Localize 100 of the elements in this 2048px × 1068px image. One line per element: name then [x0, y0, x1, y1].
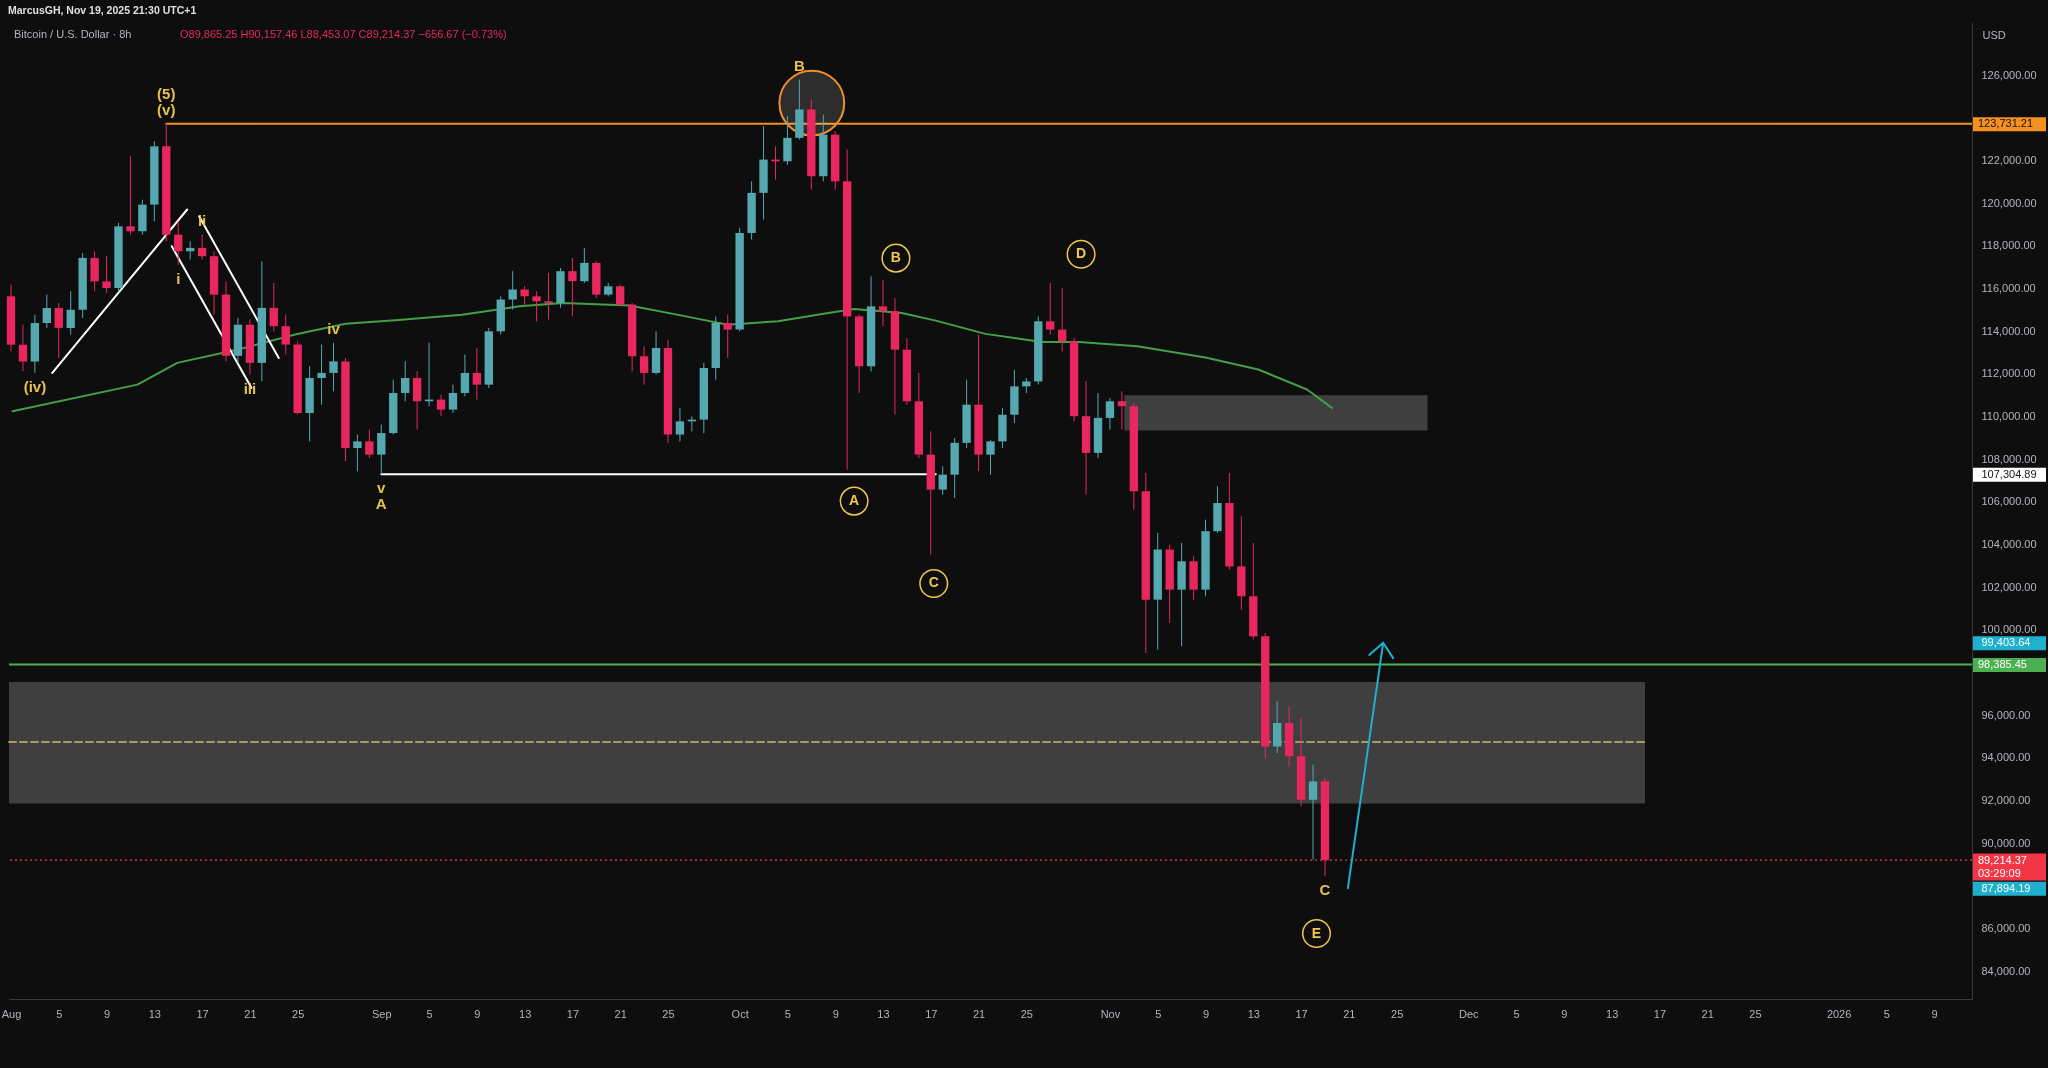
annotation: A [375, 495, 387, 513]
candlestick [365, 429, 374, 459]
candlestick [1308, 764, 1318, 861]
x-tick-label: 5 [1883, 1007, 1890, 1020]
data-label: 123,731.21 [1978, 117, 2034, 130]
x-tick-label: Sep [372, 1007, 392, 1020]
x-tick-label: 5 [56, 1007, 63, 1020]
x-tick-label: Oct [731, 1007, 749, 1020]
x-tick-label: 17 [1295, 1007, 1308, 1020]
series-label: D [1076, 245, 1087, 262]
x-tick-label: 21 [244, 1007, 257, 1020]
y-tick-label: 94,000.00 [1981, 751, 2031, 764]
y-tick-label: 87,894.19 [1981, 881, 2031, 894]
annotation: (iv) [23, 377, 47, 395]
y-tick-label: 116,000.00 [1981, 282, 2036, 295]
candlestick [472, 347, 482, 401]
x-tick-label: 13 [877, 1007, 890, 1020]
y-tick-label: 114,000.00 [1981, 324, 2036, 337]
y-tick-label: 107,304.89 [1981, 467, 2037, 480]
x-tick-label: 13 [1247, 1007, 1260, 1020]
y-axis-title: USD [1982, 28, 2006, 41]
x-tick-label: 9 [832, 1007, 839, 1020]
ref-line-label: 98,385.45 [1978, 657, 2027, 670]
candlestick [436, 394, 446, 417]
candlestick [197, 234, 207, 261]
candlestick [174, 220, 183, 266]
candlestick [520, 285, 529, 306]
y-tick-label: 102,000.00 [1981, 580, 2037, 593]
y-tick-label: 126,000.00 [1981, 68, 2037, 81]
x-tick-label: 13 [519, 1007, 532, 1020]
text: O89,865.25 H90,157.46 L88,453.07 C89,214.37 −656.67 (−0.73%) [180, 28, 507, 40]
candlestick [353, 434, 362, 472]
y-tick-label: 106,000.00 [1981, 495, 2037, 508]
candlestick [675, 407, 685, 442]
x-tick-label: 5 [1513, 1007, 1520, 1020]
x-tick-label: 17 [196, 1007, 209, 1020]
y-tick-label: 90,000.00 [1981, 836, 2031, 849]
annotation: C [1319, 881, 1331, 899]
candlestick [1057, 287, 1067, 352]
annotation: i [176, 269, 181, 287]
candlestick [269, 282, 278, 332]
x-tick-label: 25 [662, 1007, 675, 1020]
candlestick [401, 360, 410, 402]
x-tick-label: Aug [1, 1007, 22, 1020]
x-tick-label: 5 [1155, 1007, 1162, 1020]
x-tick-label: 17 [1653, 1007, 1667, 1020]
x-tick-label: 5 [784, 1007, 791, 1020]
text: Bitcoin / U.S. Dollar · 8h [14, 28, 132, 40]
y-tick-label: 104,000.00 [1981, 538, 2037, 551]
series-label: B [890, 249, 901, 266]
x-tick-label: 25 [1749, 1007, 1762, 1020]
y-tick-label: 112,000.00 [1981, 367, 2036, 380]
point [1301, 919, 1332, 949]
candlestick [1105, 397, 1115, 431]
x-tick-label: 13 [1606, 1007, 1619, 1020]
candlestick [1046, 282, 1055, 336]
ref-line-label: 89,214.37 03:29:09 [1978, 853, 2027, 879]
candlestick [1117, 390, 1127, 431]
y-tick-label: 86,000.00 [1981, 922, 2031, 935]
candlestick [102, 255, 111, 294]
candlestick [126, 155, 135, 236]
candlestick [639, 345, 649, 386]
y-tick-label: 122,000.00 [1981, 154, 2037, 167]
y-tick-label: 96,000.00 [1981, 708, 2031, 721]
candlestick [90, 250, 99, 292]
x-tick-label: Dec [1459, 1007, 1480, 1020]
y-tick-label: 110,000.00 [1981, 410, 2036, 423]
candlestick [377, 424, 386, 475]
annotation: B [793, 56, 805, 74]
x-tick-label: 17 [925, 1007, 938, 1020]
candlestick [532, 290, 541, 322]
y-tick-label: 99,403.64 [1981, 636, 2031, 649]
x-tick-label: Nov [1100, 1007, 1121, 1020]
series-label: E [1311, 924, 1322, 941]
y-tick-label: 118,000.00 [1981, 239, 2036, 252]
x-tick-label: 21 [1343, 1007, 1356, 1020]
x-tick-label: 9 [1931, 1007, 1938, 1020]
series-label: C [928, 574, 939, 591]
candlestick [317, 344, 326, 406]
x-tick-label: 21 [614, 1007, 627, 1020]
text: MarcusGH, Nov 19, 2025 21:30 UTC+1 [8, 4, 197, 16]
x-tick-label: 9 [1561, 1007, 1568, 1020]
candlestick [54, 302, 63, 359]
x-tick-label: 21 [1701, 1007, 1714, 1020]
x-tick-label: 25 [1020, 1007, 1033, 1020]
x-tick-label: 13 [148, 1007, 161, 1020]
candlestick [448, 384, 458, 414]
y-tick-label: 84,000.00 [1981, 964, 2031, 977]
candlestick [986, 439, 995, 476]
x-tick-label: 9 [474, 1007, 481, 1020]
x-tick-label: 21 [972, 1007, 986, 1020]
annotation: iii [243, 379, 257, 397]
y-tick-label: 92,000.00 [1981, 794, 2031, 807]
candlestick [568, 257, 577, 317]
candlestick [460, 354, 470, 397]
x-tick-label: 17 [566, 1007, 580, 1020]
candlestick [42, 294, 52, 329]
candlestick [938, 465, 947, 496]
candlestick [616, 284, 625, 307]
annotation: v [377, 479, 387, 497]
